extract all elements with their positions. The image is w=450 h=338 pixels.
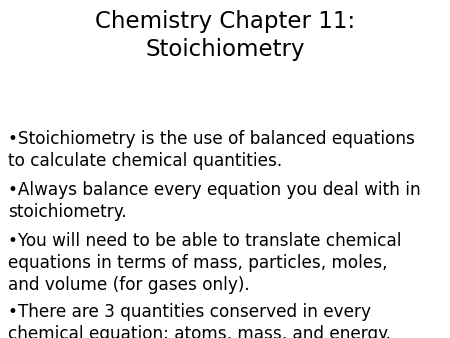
Text: •You will need to be able to translate chemical
equations in terms of mass, part: •You will need to be able to translate c…	[8, 232, 401, 294]
Text: •There are 3 quantities conserved in every
chemical equation: atoms, mass, and e: •There are 3 quantities conserved in eve…	[8, 303, 391, 338]
Text: Chemistry Chapter 11:
Stoichiometry: Chemistry Chapter 11: Stoichiometry	[95, 10, 355, 61]
Text: •Stoichiometry is the use of balanced equations
to calculate chemical quantities: •Stoichiometry is the use of balanced eq…	[8, 130, 415, 170]
Text: •Always balance every equation you deal with in
stoichiometry.: •Always balance every equation you deal …	[8, 181, 421, 221]
